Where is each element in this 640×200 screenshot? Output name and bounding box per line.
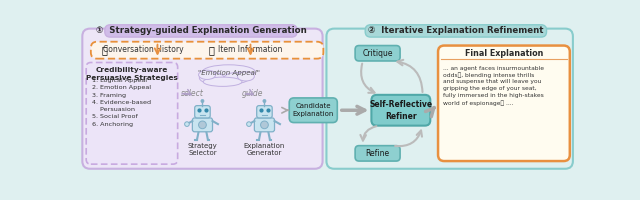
Text: gripping the edge of your seat,: gripping the edge of your seat, xyxy=(443,86,536,91)
Text: "Emotion Appeal": "Emotion Appeal" xyxy=(198,70,260,76)
Text: Conversation History: Conversation History xyxy=(103,45,184,54)
Text: ... an agent faces insurmountable: ... an agent faces insurmountable xyxy=(443,66,544,71)
Ellipse shape xyxy=(202,65,255,79)
Text: 2. Emotion Appeal: 2. Emotion Appeal xyxy=(92,85,152,90)
FancyBboxPatch shape xyxy=(371,95,430,126)
FancyBboxPatch shape xyxy=(365,25,547,37)
Text: Final Explanation: Final Explanation xyxy=(465,49,543,58)
Text: 6. Anchoring: 6. Anchoring xyxy=(92,122,134,127)
Text: 4. Evidence-based: 4. Evidence-based xyxy=(92,100,152,105)
Text: ①  Strategy-guided Explanation Generation: ① Strategy-guided Explanation Generation xyxy=(95,26,307,35)
Text: select: select xyxy=(181,89,204,98)
FancyBboxPatch shape xyxy=(326,29,573,169)
Text: and suspense that will leave you: and suspense that will leave you xyxy=(443,79,541,84)
Text: 1. Logical Appeal: 1. Logical Appeal xyxy=(92,78,148,83)
FancyBboxPatch shape xyxy=(86,62,178,164)
Text: fully immersed in the high-stakes: fully immersed in the high-stakes xyxy=(443,93,543,98)
Text: Credibility-aware
Persuasive Strategies: Credibility-aware Persuasive Strategies xyxy=(86,67,178,81)
Ellipse shape xyxy=(204,77,242,86)
Text: 5. Social Proof: 5. Social Proof xyxy=(92,114,138,119)
Text: Candidate
Explanation: Candidate Explanation xyxy=(292,103,334,117)
Text: 📋: 📋 xyxy=(209,45,214,55)
Text: Strategy
Selector: Strategy Selector xyxy=(188,143,218,156)
Circle shape xyxy=(246,122,252,126)
Circle shape xyxy=(263,99,266,103)
Ellipse shape xyxy=(199,73,224,83)
FancyBboxPatch shape xyxy=(438,46,570,161)
Circle shape xyxy=(184,122,189,126)
Ellipse shape xyxy=(198,70,216,79)
FancyBboxPatch shape xyxy=(195,106,210,118)
FancyBboxPatch shape xyxy=(355,146,400,161)
FancyBboxPatch shape xyxy=(193,118,212,132)
Text: Explanation
Generator: Explanation Generator xyxy=(244,143,285,156)
Circle shape xyxy=(260,121,268,129)
Text: 💬: 💬 xyxy=(102,45,108,55)
FancyBboxPatch shape xyxy=(254,118,275,132)
Text: odds🔒, blending intense thrills: odds🔒, blending intense thrills xyxy=(443,73,534,78)
FancyBboxPatch shape xyxy=(91,42,323,59)
Text: Persuasion: Persuasion xyxy=(92,107,136,112)
Text: Item Information: Item Information xyxy=(218,45,283,54)
Ellipse shape xyxy=(224,73,249,83)
Circle shape xyxy=(198,121,206,129)
Ellipse shape xyxy=(237,72,254,81)
FancyBboxPatch shape xyxy=(289,98,337,123)
FancyBboxPatch shape xyxy=(83,29,323,169)
Text: Self-Reflective
Refiner: Self-Reflective Refiner xyxy=(369,100,433,121)
Text: Critique: Critique xyxy=(362,49,393,58)
Text: guide: guide xyxy=(241,89,263,98)
Text: ②  Iterative Explanation Refinement: ② Iterative Explanation Refinement xyxy=(368,26,543,35)
FancyBboxPatch shape xyxy=(105,25,297,37)
Circle shape xyxy=(201,99,204,103)
FancyBboxPatch shape xyxy=(355,46,400,61)
FancyBboxPatch shape xyxy=(257,106,272,118)
Text: world of espionage👤 ....: world of espionage👤 .... xyxy=(443,100,513,106)
Text: 3. Framing: 3. Framing xyxy=(92,93,127,98)
Text: Refine: Refine xyxy=(365,149,390,158)
